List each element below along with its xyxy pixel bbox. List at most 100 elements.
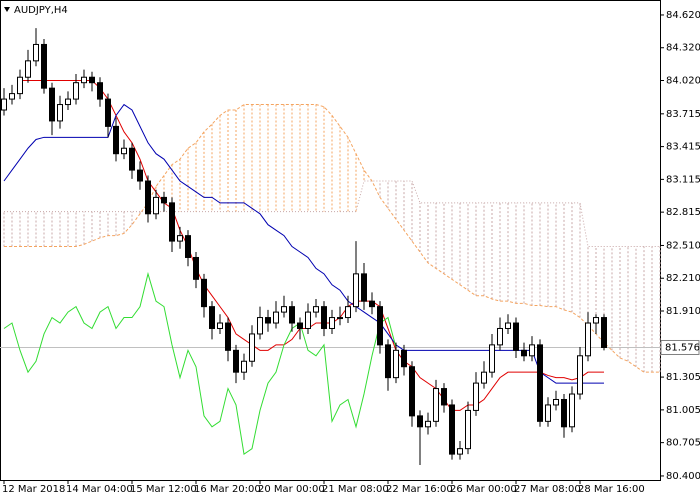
indicator-line [20,80,604,411]
candle-body [281,306,287,313]
y-tick-label: 82.815 [666,207,700,218]
candle-body [329,317,335,329]
candle-body [73,82,79,100]
candle-body [25,60,31,78]
senkou-span-a [4,104,660,373]
x-tick-label: 15 Mar 12:00 [130,484,197,495]
cloud-layer [3,104,661,373]
last-price-box [660,339,700,355]
y-tick-label: 84.620 [666,10,700,21]
y-tick-label: 80.705 [666,438,700,449]
candle-body [41,43,47,89]
candle-body [305,311,311,329]
candle-body [33,43,39,62]
candle-body [521,349,527,357]
y-tick-label: 82.210 [666,273,700,284]
plot-frame [0,0,661,481]
candle-body [145,180,151,215]
candle-body [465,409,471,450]
y-tick-label: 83.415 [666,142,700,153]
candle-body [321,306,327,329]
y-tick-label: 80.400 [666,471,700,482]
candle-body [105,98,111,127]
candle-body [481,371,487,384]
menu-triangle[interactable] [4,7,10,12]
candle-body [161,196,167,204]
candle-body [553,398,559,406]
candle-body [9,93,15,100]
indicator-line [3,271,397,455]
candle-body [377,306,383,346]
candle-body [1,98,7,111]
x-tick-label: 27 Mar 08:00 [514,484,581,495]
candle-body [289,306,295,324]
indicator-line [3,103,604,384]
candle-body [97,82,103,100]
candle-body [513,322,519,351]
candle-body [417,415,423,428]
y-tick-label: 84.020 [666,76,700,87]
candle-body [129,147,135,171]
candle-body [561,398,567,428]
candle-body [185,235,191,258]
candle-body [193,256,199,280]
candle-body [585,322,591,357]
lines-layer [0,80,660,455]
candle-body [393,349,399,379]
candle-body [441,388,447,406]
candle-body [49,87,55,122]
candle-body [113,125,119,155]
y-tick-label: 83.715 [666,109,700,120]
x-tick-label: 14 Mar 04:00 [66,484,133,495]
candle-body [217,322,223,329]
candle-body [537,344,543,422]
x-tick-label: 16 Mar 20:00 [194,484,261,495]
candle-body [497,327,503,346]
x-tick-label: 28 Mar 16:00 [578,484,645,495]
x-tick-label: 12 Mar 2018 [2,484,65,495]
senkou-span-b [4,180,660,248]
candle-body [473,382,479,411]
axes-layer: 84.620 84.320 84.020 83.715 83.415 83.115 82.8… [2,10,700,495]
candle-body [433,388,439,422]
candle-body [457,448,463,455]
candle-body [81,76,87,84]
candle-body [209,306,215,329]
y-tick-label: 83.115 [666,174,700,185]
candle-body [241,360,247,373]
candle-body [577,355,583,395]
candle-body [225,322,231,351]
candle-body [313,306,319,313]
candle-body [121,147,127,155]
candle-body [89,76,95,84]
candle-body [201,278,207,308]
candle-body [57,104,63,122]
candle-body [369,300,375,308]
x-tick-label: 26 Mar 00:00 [450,484,517,495]
candle-body [385,344,391,379]
candle-body [489,344,495,373]
candle-body [17,76,23,95]
candle-body [273,311,279,324]
y-tick-label: 81.305 [666,372,700,383]
candle-body [153,196,159,215]
candle-body [337,317,343,320]
candle-body [233,349,239,373]
candle-body [65,98,71,106]
y-tick-label: 81.005 [666,405,700,416]
chart-title: AUDJPY,H4 [14,5,68,16]
candle-body [257,317,263,335]
candle-body [265,317,271,324]
candle-body [601,317,607,348]
candle-body [529,344,535,357]
candle-body [401,349,407,368]
last-price-label: 81.576 [665,342,700,353]
candle-body [169,202,175,242]
candle-body [345,306,351,319]
candle-body [425,420,431,428]
candle-body [177,235,183,242]
candles-layer [1,28,607,466]
candle-body [353,273,359,308]
